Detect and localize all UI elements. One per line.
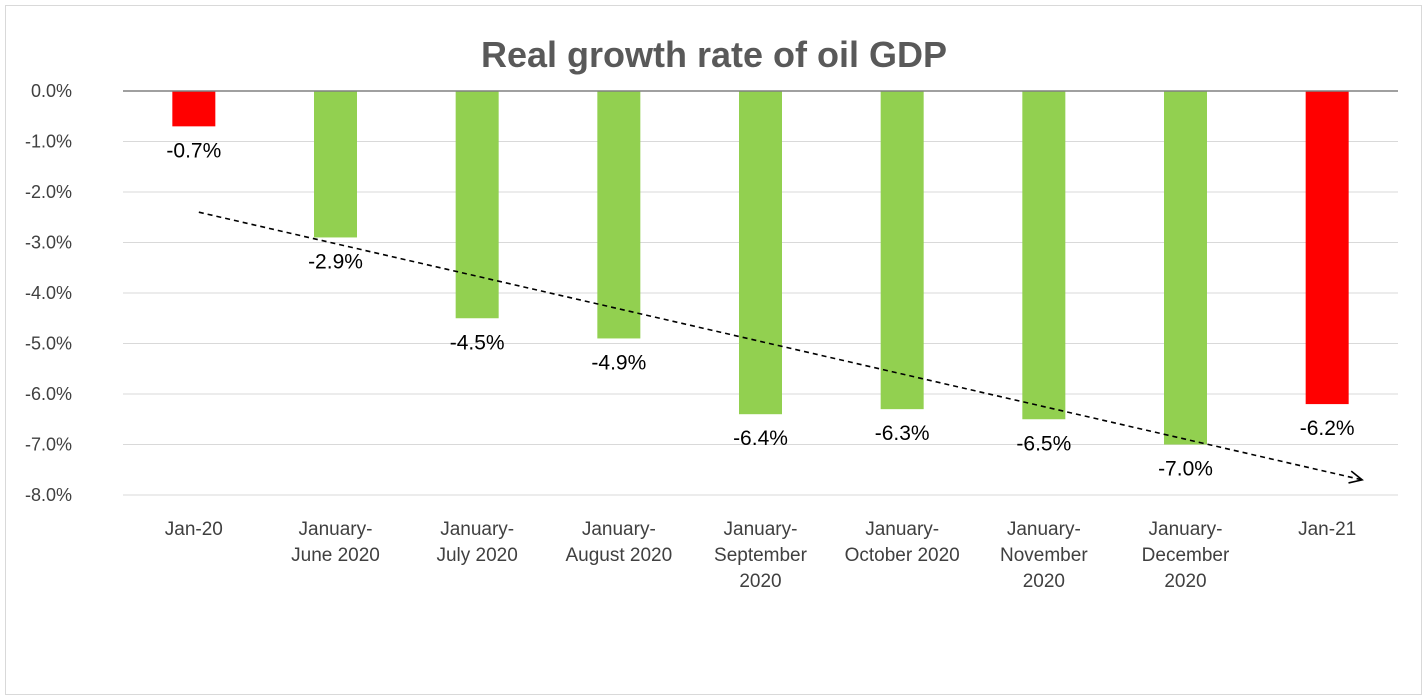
x-tick-label-line: Jan-21 — [1298, 519, 1356, 540]
y-tick-label: -2.0% — [25, 182, 72, 202]
x-tick-label-line: January- — [1007, 519, 1081, 540]
y-tick-label: -8.0% — [25, 485, 72, 505]
chart-frame: Real growth rate of oil GDP 0.0% -1.0% -2.… — [5, 5, 1422, 695]
x-tick-label-line: November — [1000, 545, 1088, 566]
bar — [1022, 91, 1066, 420]
x-tick-label-line: January- — [299, 519, 373, 540]
bar — [1164, 91, 1207, 445]
x-tick-label-line: October 2020 — [845, 545, 960, 566]
bar — [1305, 91, 1349, 405]
bar — [455, 91, 499, 319]
x-tick-label: Jan-20 — [165, 519, 223, 540]
x-tick-label-line: June 2020 — [291, 545, 380, 566]
y-tick-label: -3.0% — [25, 233, 72, 253]
x-tick-label-line: Jan-20 — [165, 519, 223, 540]
bar — [172, 91, 216, 127]
x-tick-label: January- August 2020 — [565, 519, 672, 566]
y-tick-label: -4.0% — [25, 283, 72, 303]
x-tick-label: January- September 2020 — [714, 519, 808, 592]
data-labels: -0.7% -2.9% -4.5% -4.9% -6.4% -6.3% -6.5% -7.0%… — [166, 139, 1354, 480]
x-tick-label-line: 2020 — [1164, 571, 1206, 592]
bar — [314, 91, 357, 238]
y-tick-label: -7.0% — [25, 435, 72, 455]
data-label: -6.2% — [1300, 417, 1355, 440]
x-tick-label-line: January- — [1149, 519, 1223, 540]
bar — [880, 91, 924, 410]
x-tick-label-line: December — [1142, 545, 1230, 566]
x-tick-label-line: 2020 — [1023, 571, 1065, 592]
y-tick-label: -6.0% — [25, 384, 72, 404]
x-tick-label: January- June 2020 — [291, 519, 380, 566]
x-tick-label: January- December 2020 — [1142, 519, 1230, 592]
x-tick-label-line: January- — [865, 519, 939, 540]
data-label: -7.0% — [1158, 458, 1213, 481]
x-tick-label: Jan-21 — [1298, 519, 1356, 540]
x-tick-label-line: 2020 — [739, 571, 781, 592]
data-label: -2.9% — [308, 250, 363, 273]
y-axis-ticks: 0.0% -1.0% -2.0% -3.0% -4.0% -5.0% -6.0% -7.0% -… — [25, 81, 72, 505]
x-tick-label-line: January- — [724, 519, 798, 540]
x-tick-label-line: August 2020 — [565, 545, 672, 566]
x-tick-label: January- November 2020 — [1000, 519, 1088, 592]
data-label: -6.5% — [1016, 432, 1071, 455]
bar — [597, 91, 641, 339]
x-axis-ticks: Jan-20 January- June 2020 January- July 2020… — [165, 519, 1356, 592]
data-label: -6.4% — [733, 427, 788, 450]
bars — [172, 91, 1349, 445]
trend-line-dashed — [198, 211, 1363, 481]
x-tick-label-line: July 2020 — [436, 545, 517, 566]
x-tick-label-line: September — [714, 545, 808, 566]
bar — [739, 91, 782, 415]
y-tick-label: -1.0% — [25, 132, 72, 152]
data-label: -6.3% — [875, 422, 930, 445]
x-tick-label-line: January- — [440, 519, 514, 540]
chart-title: Real growth rate of oil GDP — [481, 34, 947, 75]
data-label: -0.7% — [166, 139, 221, 162]
bar-chart: Real growth rate of oil GDP 0.0% -1.0% -2.… — [25, 34, 1398, 592]
x-tick-label-line: January- — [582, 519, 656, 540]
data-label: -4.9% — [591, 351, 646, 374]
trend-arrow-head — [1348, 470, 1364, 484]
x-tick-label: January- July 2020 — [436, 519, 517, 566]
data-label: -4.5% — [450, 331, 505, 354]
y-tick-label: -5.0% — [25, 334, 72, 354]
trend-line — [198, 211, 1364, 484]
y-tick-label: 0.0% — [31, 81, 72, 101]
x-tick-label: January- October 2020 — [845, 519, 960, 566]
